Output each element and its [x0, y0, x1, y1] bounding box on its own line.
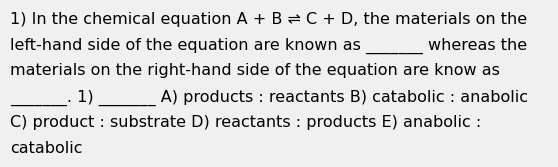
Text: _______. 1) _______ A) products : reactants B) catabolic : anabolic: _______. 1) _______ A) products : reacta… — [10, 89, 528, 106]
Text: catabolic: catabolic — [10, 141, 83, 156]
Text: 1) In the chemical equation A + B ⇌ C + D, the materials on the: 1) In the chemical equation A + B ⇌ C + … — [10, 12, 527, 27]
Text: C) product : substrate D) reactants : products E) anabolic :: C) product : substrate D) reactants : pr… — [10, 115, 482, 130]
Text: materials on the right-hand side of the equation are know as: materials on the right-hand side of the … — [10, 63, 500, 78]
Text: left-hand side of the equation are known as _______ whereas the: left-hand side of the equation are known… — [10, 38, 527, 54]
